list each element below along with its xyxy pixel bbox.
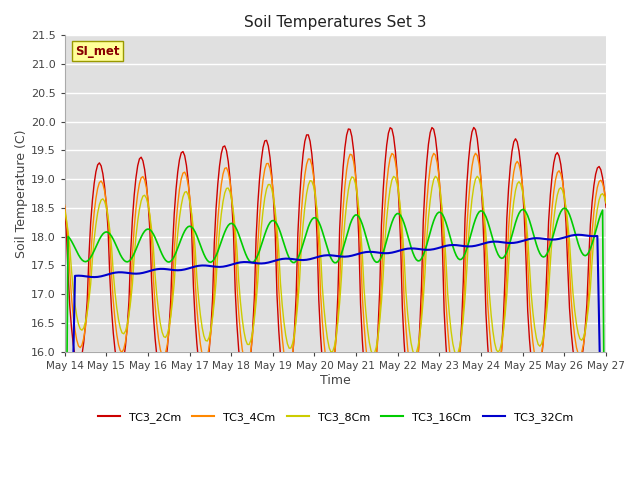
TC3_4Cm	[191, 279, 199, 285]
TC3_4Cm	[268, 176, 276, 182]
TC3_4Cm	[451, 375, 458, 381]
Line: TC3_8Cm: TC3_8Cm	[65, 176, 606, 355]
TC3_4Cm	[602, 199, 610, 205]
Legend: TC3_2Cm, TC3_4Cm, TC3_8Cm, TC3_16Cm, TC3_32Cm: TC3_2Cm, TC3_4Cm, TC3_8Cm, TC3_16Cm, TC3…	[93, 408, 577, 428]
TC3_2Cm	[268, 172, 276, 178]
TC3_2Cm	[191, 317, 199, 323]
TC3_8Cm	[452, 352, 460, 358]
Line: TC3_16Cm: TC3_16Cm	[65, 208, 606, 480]
TC3_8Cm	[602, 200, 610, 206]
TC3_32Cm	[90, 274, 98, 280]
TC3_4Cm	[402, 324, 410, 329]
TC3_2Cm	[449, 400, 457, 406]
TC3_32Cm	[402, 246, 410, 252]
TC3_8Cm	[353, 191, 361, 197]
X-axis label: Time: Time	[320, 373, 351, 386]
TC3_16Cm	[402, 226, 410, 232]
Y-axis label: Soil Temperature (C): Soil Temperature (C)	[15, 129, 28, 258]
Text: SI_met: SI_met	[76, 45, 120, 58]
TC3_2Cm	[470, 125, 477, 131]
TC3_2Cm	[193, 341, 201, 347]
TC3_2Cm	[602, 204, 610, 210]
TC3_4Cm	[193, 306, 201, 312]
TC3_2Cm	[353, 196, 361, 202]
TC3_8Cm	[61, 207, 68, 213]
TC3_4Cm	[472, 150, 479, 156]
TC3_8Cm	[268, 186, 276, 192]
TC3_32Cm	[574, 232, 582, 238]
TC3_2Cm	[90, 180, 98, 186]
TC3_8Cm	[402, 288, 410, 293]
TC3_4Cm	[90, 210, 98, 216]
TC3_16Cm	[268, 218, 276, 224]
TC3_32Cm	[268, 259, 276, 264]
TC3_16Cm	[193, 233, 201, 239]
TC3_16Cm	[191, 229, 199, 235]
TC3_4Cm	[353, 189, 361, 194]
TC3_16Cm	[90, 248, 98, 253]
TC3_16Cm	[561, 205, 568, 211]
Line: TC3_4Cm: TC3_4Cm	[65, 153, 606, 378]
TC3_8Cm	[193, 275, 201, 281]
TC3_32Cm	[193, 263, 201, 269]
TC3_8Cm	[191, 246, 199, 252]
TC3_2Cm	[402, 365, 410, 371]
TC3_8Cm	[90, 237, 98, 242]
TC3_32Cm	[191, 264, 199, 269]
Line: TC3_32Cm: TC3_32Cm	[65, 235, 606, 480]
Title: Soil Temperatures Set 3: Soil Temperatures Set 3	[244, 15, 426, 30]
TC3_16Cm	[353, 212, 361, 218]
TC3_8Cm	[474, 173, 481, 179]
TC3_2Cm	[61, 204, 68, 210]
TC3_32Cm	[353, 252, 361, 257]
Line: TC3_2Cm: TC3_2Cm	[65, 128, 606, 403]
TC3_4Cm	[61, 202, 68, 208]
